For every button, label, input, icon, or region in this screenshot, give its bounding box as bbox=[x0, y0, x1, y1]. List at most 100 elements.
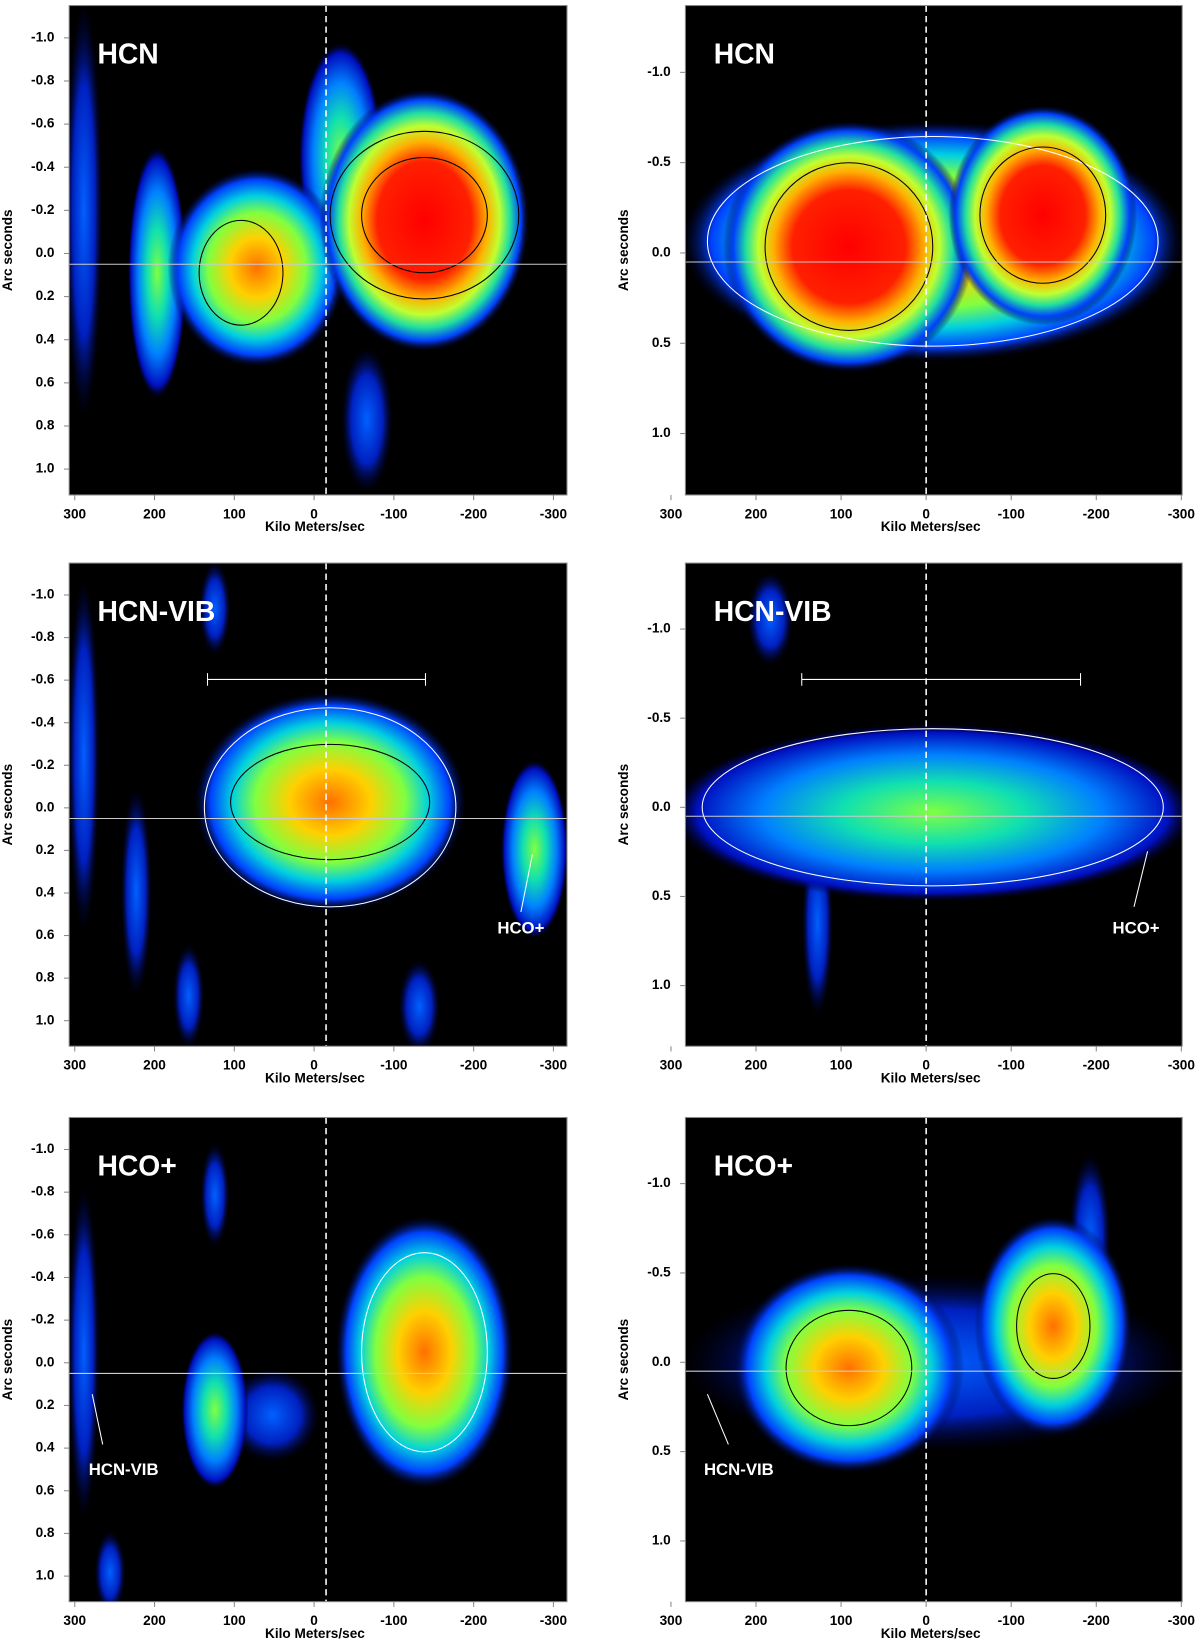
y-tick-label: 0.0 bbox=[36, 1354, 55, 1369]
x-tick-label: 100 bbox=[223, 1058, 246, 1073]
y-tick-label: 0.0 bbox=[652, 799, 671, 814]
y-tick-label: -1.0 bbox=[31, 587, 55, 602]
x-tick-label: 300 bbox=[660, 1613, 683, 1628]
y-tick-label: -1.0 bbox=[647, 621, 671, 636]
intensity-image bbox=[685, 5, 1183, 495]
y-axis-label: Arc seconds bbox=[0, 1318, 15, 1400]
y-tick-label: -1.0 bbox=[647, 1175, 671, 1190]
x-tick-label: 100 bbox=[830, 1058, 853, 1073]
x-tick-label: 0 bbox=[922, 506, 930, 521]
x-tick-label: -200 bbox=[460, 1613, 488, 1628]
y-tick-label: 1.0 bbox=[36, 1568, 55, 1583]
y-tick-label: 0.4 bbox=[36, 1440, 55, 1455]
x-tick-label: -300 bbox=[1168, 1613, 1196, 1628]
x-tick-label: -200 bbox=[460, 506, 488, 521]
y-tick-label: -1.0 bbox=[31, 29, 55, 44]
y-tick-label: 0.4 bbox=[36, 885, 55, 900]
x-tick-label: 0 bbox=[310, 1613, 318, 1628]
y-tick-label: -0.8 bbox=[31, 73, 55, 88]
x-tick-label: -200 bbox=[1083, 506, 1111, 521]
annotation: HCN-VIB bbox=[704, 1460, 774, 1479]
y-tick-label: 0.0 bbox=[652, 1354, 671, 1369]
x-tick-label: -100 bbox=[998, 506, 1026, 521]
y-tick-label: -0.8 bbox=[31, 629, 55, 644]
y-tick-label: 0.2 bbox=[36, 842, 55, 857]
plot-frame bbox=[68, 562, 568, 1047]
x-tick-label: -300 bbox=[540, 506, 568, 521]
x-tick-label: 200 bbox=[745, 506, 768, 521]
y-tick-label: -0.2 bbox=[31, 1312, 55, 1327]
plot-frame bbox=[684, 5, 1183, 496]
plot-frame bbox=[684, 562, 1183, 1047]
x-tick-label: -300 bbox=[1168, 506, 1196, 521]
intensity-image bbox=[685, 563, 1183, 1047]
x-tick-label: -100 bbox=[380, 1613, 408, 1628]
intensity-image bbox=[69, 563, 567, 1047]
y-tick-label: -0.6 bbox=[31, 1226, 55, 1241]
panel-title: HCO+ bbox=[97, 1149, 176, 1181]
x-tick-label: -300 bbox=[1168, 1058, 1196, 1073]
y-tick-label: 0.8 bbox=[36, 1525, 55, 1540]
x-tick-label: -100 bbox=[998, 1613, 1026, 1628]
x-tick-label: -300 bbox=[540, 1613, 568, 1628]
y-axis-label: Arc seconds bbox=[616, 209, 631, 291]
y-axis-label: Arc seconds bbox=[616, 1318, 631, 1400]
x-tick-label: 100 bbox=[223, 1613, 246, 1628]
y-tick-label: 1.0 bbox=[36, 1012, 55, 1027]
y-tick-label: -0.6 bbox=[31, 672, 55, 687]
y-tick-label: 0.8 bbox=[36, 418, 55, 433]
plot-frame bbox=[68, 5, 568, 496]
x-tick-label: 200 bbox=[745, 1613, 768, 1628]
x-tick-label: 0 bbox=[922, 1058, 930, 1073]
x-tick-label: -100 bbox=[380, 506, 408, 521]
x-axis-label: Kilo Meters/sec bbox=[881, 1626, 981, 1641]
y-tick-label: -0.4 bbox=[31, 1269, 55, 1284]
x-tick-label: 200 bbox=[143, 1058, 166, 1073]
y-tick-label: -0.4 bbox=[31, 714, 55, 729]
x-axis-label: Kilo Meters/sec bbox=[881, 1070, 981, 1085]
y-tick-label: 1.0 bbox=[652, 1533, 671, 1548]
y-tick-label: -0.4 bbox=[31, 159, 55, 174]
y-tick-label: 0.6 bbox=[36, 1482, 55, 1497]
x-tick-label: 100 bbox=[830, 1613, 853, 1628]
x-tick-label: 0 bbox=[922, 1613, 930, 1628]
x-tick-label: 300 bbox=[660, 506, 683, 521]
y-tick-label: 0.5 bbox=[652, 1443, 671, 1458]
y-axis-label: Arc seconds bbox=[0, 763, 15, 845]
panel-title: HCN-VIB bbox=[714, 595, 832, 627]
y-tick-label: -0.5 bbox=[647, 154, 671, 169]
x-tick-label: 0 bbox=[310, 506, 318, 521]
intensity-image bbox=[69, 5, 567, 495]
y-axis-label: Arc seconds bbox=[616, 763, 631, 845]
annotation: HCN-VIB bbox=[89, 1460, 159, 1479]
x-tick-label: 300 bbox=[63, 1058, 86, 1073]
x-axis-label: Kilo Meters/sec bbox=[265, 1626, 365, 1641]
y-tick-label: 0.4 bbox=[36, 331, 55, 346]
x-tick-label: 0 bbox=[310, 1058, 318, 1073]
x-tick-label: 200 bbox=[143, 506, 166, 521]
x-axis-label: Kilo Meters/sec bbox=[265, 1070, 365, 1085]
x-axis-label: Kilo Meters/sec bbox=[265, 519, 365, 534]
y-tick-label: -0.2 bbox=[31, 202, 55, 217]
plot-frame bbox=[684, 1116, 1183, 1603]
y-tick-label: 0.5 bbox=[652, 888, 671, 903]
y-tick-label: 0.0 bbox=[36, 245, 55, 260]
x-tick-label: -200 bbox=[460, 1058, 488, 1073]
annotation: HCO+ bbox=[497, 918, 544, 937]
y-tick-label: 0.6 bbox=[36, 374, 55, 389]
y-tick-label: 1.0 bbox=[36, 461, 55, 476]
y-tick-label: 1.0 bbox=[652, 977, 671, 992]
panel-title: HCN bbox=[714, 37, 775, 69]
y-tick-label: 0.0 bbox=[36, 799, 55, 814]
x-axis-label: Kilo Meters/sec bbox=[881, 519, 981, 534]
y-tick-label: -0.5 bbox=[647, 710, 671, 725]
y-tick-label: -0.2 bbox=[31, 757, 55, 772]
y-axis-label: Arc seconds bbox=[0, 209, 15, 291]
panel-title: HCN bbox=[97, 37, 158, 69]
y-tick-label: -1.0 bbox=[31, 1141, 55, 1156]
x-tick-label: -100 bbox=[380, 1058, 408, 1073]
y-tick-label: -1.0 bbox=[647, 64, 671, 79]
plot-frame bbox=[68, 1116, 568, 1603]
x-tick-label: 200 bbox=[745, 1058, 768, 1073]
